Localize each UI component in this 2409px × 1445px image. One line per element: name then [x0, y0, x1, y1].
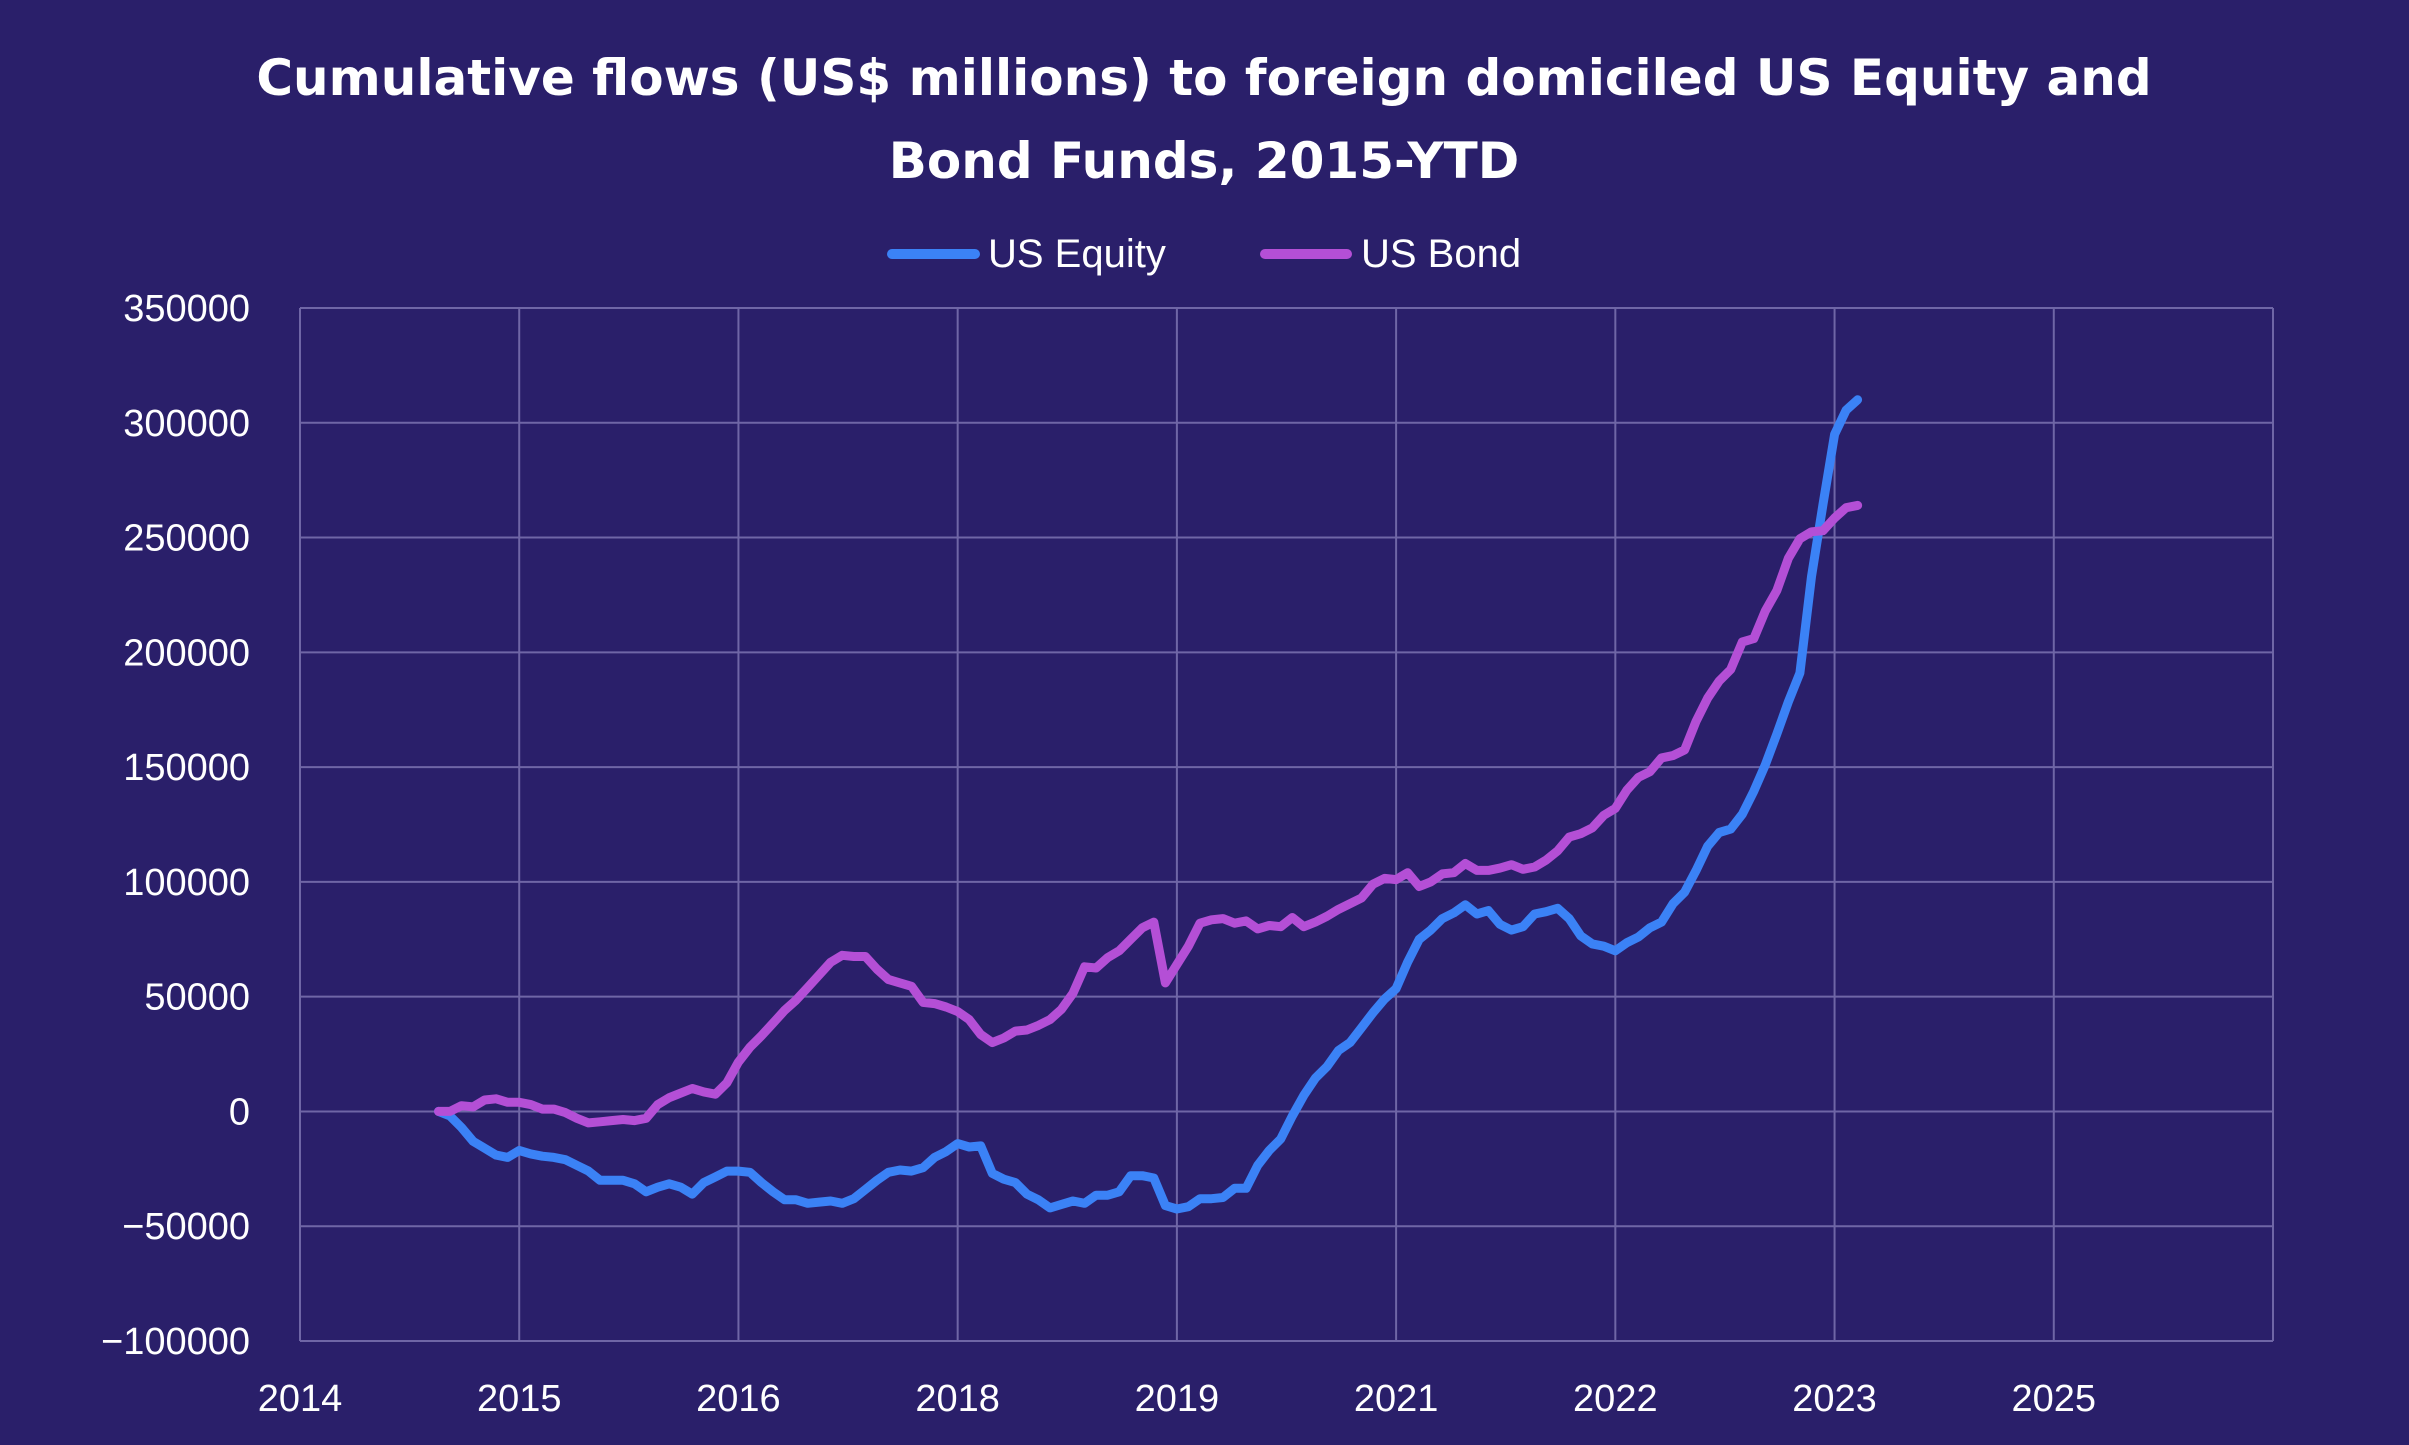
x-tick-label: 2016	[696, 1378, 781, 1420]
chart-title-line-1: Cumulative flows (US$ millions) to forei…	[256, 49, 2151, 107]
axes: 350000 300000 250000 200000 150000 100000 5000…	[101, 288, 2096, 1420]
legend: US Equity US Bond	[887, 232, 1521, 276]
x-tick-label: 2025	[2012, 1378, 2097, 1420]
gridlines	[299, 307, 2274, 1342]
x-tick-label: 2014	[258, 1378, 343, 1420]
legend-label-us-equity: US Equity	[988, 232, 1166, 276]
series-line-us-bond	[434, 500, 1863, 1128]
x-tick-label: 2021	[1354, 1378, 1439, 1420]
y-tick-label: 200000	[123, 632, 250, 674]
y-tick-label: 300000	[123, 403, 250, 445]
chart-title-line-2: Bond Funds, 2015-YTD	[889, 132, 1519, 190]
x-tick-label: 2022	[1573, 1378, 1658, 1420]
series-line-us-equity	[434, 395, 1863, 1214]
y-tick-label: −100000	[101, 1321, 250, 1363]
x-tick-label: 2015	[477, 1378, 562, 1420]
y-tick-label: 150000	[123, 747, 250, 789]
y-tick-label: 250000	[123, 518, 250, 560]
y-tick-label: −50000	[122, 1206, 250, 1248]
x-tick-label: 2023	[1792, 1378, 1877, 1420]
x-tick-label: 2019	[1135, 1378, 1220, 1420]
x-tick-label: 2018	[915, 1378, 1000, 1420]
series-lines	[434, 395, 1863, 1214]
legend-label-us-bond: US Bond	[1361, 232, 1521, 276]
y-tick-label: 100000	[123, 862, 250, 904]
y-tick-label: 50000	[144, 977, 250, 1019]
y-tick-label: 0	[229, 1091, 250, 1133]
y-tick-label: 350000	[123, 288, 250, 330]
